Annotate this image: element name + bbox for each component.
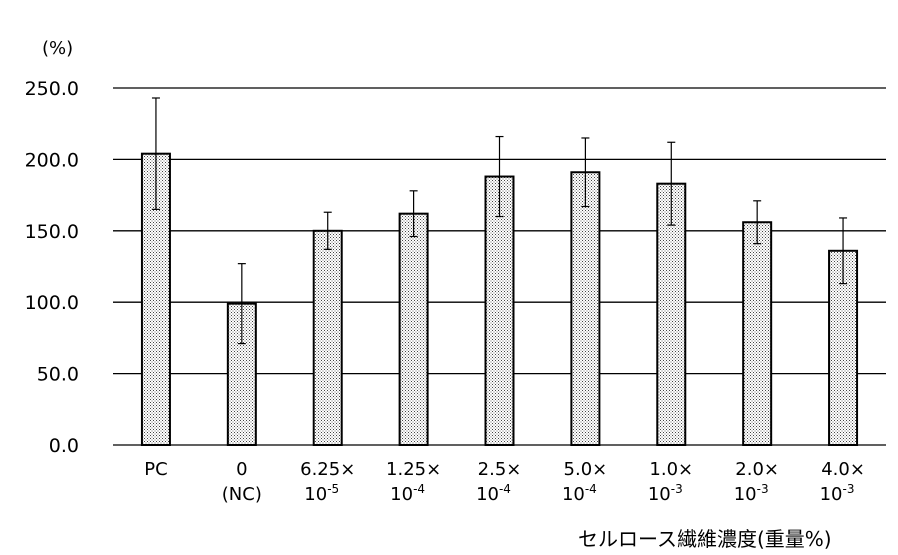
x-tick-label: 1.0×: [649, 459, 693, 480]
y-axis: 0.0 50.0 100.0 150.0 200.0 250.0: [25, 78, 79, 457]
x-tick-label: 1.25×: [386, 459, 441, 480]
y-tick-label: 200.0: [25, 149, 79, 171]
x-tick-label-line2: 10-4: [476, 482, 511, 505]
x-tick-label: PC: [144, 459, 167, 480]
y-tick-label: 250.0: [25, 78, 79, 100]
x-tick-label-line2: 10-3: [648, 482, 683, 505]
bar: [314, 231, 342, 445]
bar: [743, 222, 771, 445]
x-tick-label: 6.25×: [300, 459, 355, 480]
y-axis-unit-label: (%): [42, 38, 73, 59]
x-axis-title: セルロース繊維濃度(重量%): [578, 527, 832, 551]
y-tick-label: 100.0: [25, 292, 79, 314]
x-axis: PC0(NC)6.25×10-51.25×10-42.5×10-45.0×10-…: [144, 459, 865, 505]
x-tick-label: 5.0×: [564, 459, 608, 480]
x-tick-label-line2: 10-4: [562, 482, 597, 505]
x-tick-label-line2: (NC): [222, 484, 262, 505]
bar: [571, 172, 599, 445]
x-tick-label: 0: [236, 459, 247, 480]
x-tick-label: 4.0×: [821, 459, 865, 480]
x-tick-label-line2: 10-3: [820, 482, 855, 505]
x-tick-label-line2: 10-5: [304, 482, 339, 505]
y-tick-label: 50.0: [37, 364, 79, 386]
x-tick-label-line2: 10-3: [734, 482, 769, 505]
bar: [400, 214, 428, 445]
y-tick-label: 0.0: [49, 435, 79, 457]
x-tick-label-line2: 10-4: [390, 482, 425, 505]
y-tick-label: 150.0: [25, 221, 79, 243]
x-tick-label: 2.0×: [735, 459, 779, 480]
x-tick-label: 2.5×: [478, 459, 522, 480]
